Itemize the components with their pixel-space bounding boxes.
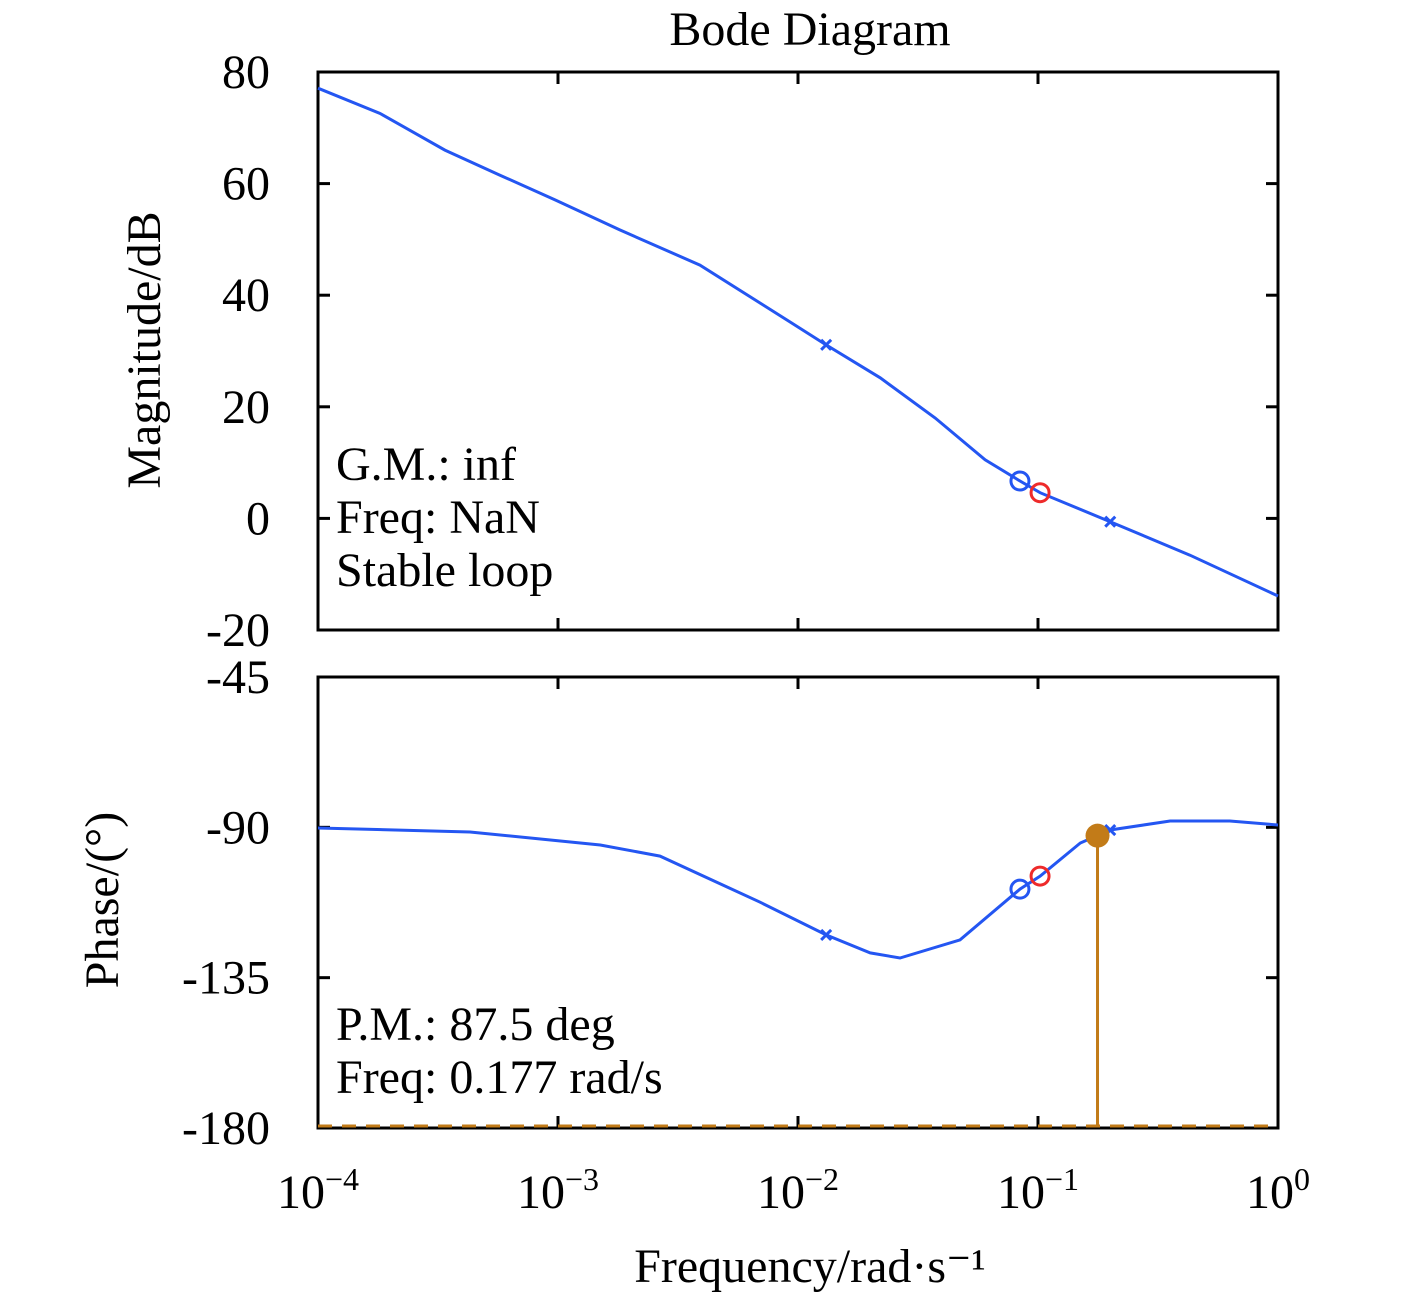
y-tick-label: 80 — [222, 46, 270, 99]
x-tick-label: 100 — [1246, 1161, 1310, 1219]
circle-marker — [1029, 865, 1051, 887]
circle-marker — [1029, 482, 1051, 504]
circle-marker — [1009, 878, 1031, 900]
y-tick-label: 20 — [222, 381, 270, 434]
y-tick-label: -45 — [206, 651, 270, 704]
stem-marker — [1085, 823, 1110, 848]
x-tick-label: 10−2 — [757, 1161, 839, 1219]
y-tick-label: -135 — [182, 952, 270, 1005]
y-tick-label: 60 — [222, 158, 270, 211]
x-marker — [820, 928, 833, 941]
annotation: Freq: NaN — [336, 491, 540, 544]
y-axis-label: Magnitude/dB — [118, 211, 171, 488]
x-tick-label: 10−1 — [997, 1161, 1079, 1219]
chart-title: Bode Diagram — [669, 3, 950, 56]
x-axis-label: Frequency/rad·s⁻¹ — [634, 1240, 986, 1293]
annotation: Freq: 0.177 rad/s — [336, 1051, 663, 1104]
x-tick-label: 10−4 — [277, 1161, 359, 1219]
x-marker — [820, 338, 833, 351]
annotation: P.M.: 87.5 deg — [336, 998, 615, 1051]
y-tick-label: -20 — [206, 604, 270, 657]
annotation: G.M.: inf — [336, 438, 516, 491]
x-tick-label: 10−3 — [517, 1161, 599, 1219]
y-axis-label: Phase/(°) — [76, 812, 129, 988]
data-line — [317, 819, 1279, 960]
circle-marker — [1009, 470, 1031, 492]
annotation: Stable loop — [336, 544, 553, 597]
y-tick-label: 40 — [222, 269, 270, 322]
y-tick-label: -180 — [182, 1102, 270, 1155]
x-marker — [1104, 515, 1117, 528]
y-tick-label: 0 — [246, 492, 270, 545]
y-tick-label: -90 — [206, 801, 270, 854]
